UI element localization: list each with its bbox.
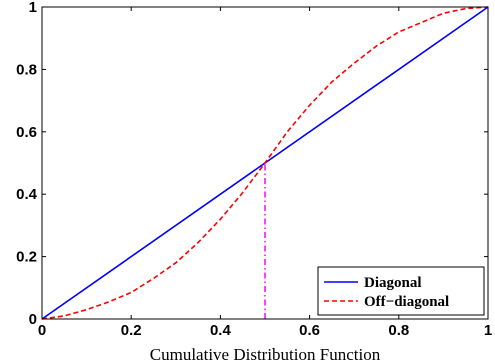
y-tick-label: 0.4 bbox=[16, 186, 38, 203]
legend-box bbox=[317, 266, 485, 316]
x-tick-label: 0.4 bbox=[210, 322, 232, 339]
y-tick-label: 0.2 bbox=[16, 249, 37, 266]
y-tick-label: 0 bbox=[29, 311, 37, 328]
x-tick-label: 1 bbox=[484, 322, 492, 339]
x-tick-label: 0.8 bbox=[388, 322, 409, 339]
x-tick-label: 0.2 bbox=[121, 322, 142, 339]
y-tick-label: 1 bbox=[29, 0, 37, 16]
x-axis-title: Cumulative Distribution Function bbox=[150, 345, 381, 364]
series-layer bbox=[41, 6, 489, 320]
legend: Diagonal Off−diagonal bbox=[317, 266, 485, 316]
tick-layer: 0 0.2 0.4 0.6 0.8 1 0 0.2 0.4 0.6 0.8 1 bbox=[16, 0, 492, 339]
legend-label-off-diagonal: Off−diagonal bbox=[364, 294, 449, 310]
series-line-off-diagonal bbox=[41, 6, 489, 320]
y-tick-label: 0.8 bbox=[16, 61, 37, 78]
x-tick-label: 0 bbox=[38, 322, 46, 339]
y-tick-label: 0.6 bbox=[16, 124, 37, 141]
plot-frame bbox=[41, 6, 489, 320]
legend-label-diagonal: Diagonal bbox=[364, 275, 422, 291]
x-tick-label: 0.6 bbox=[299, 322, 320, 339]
